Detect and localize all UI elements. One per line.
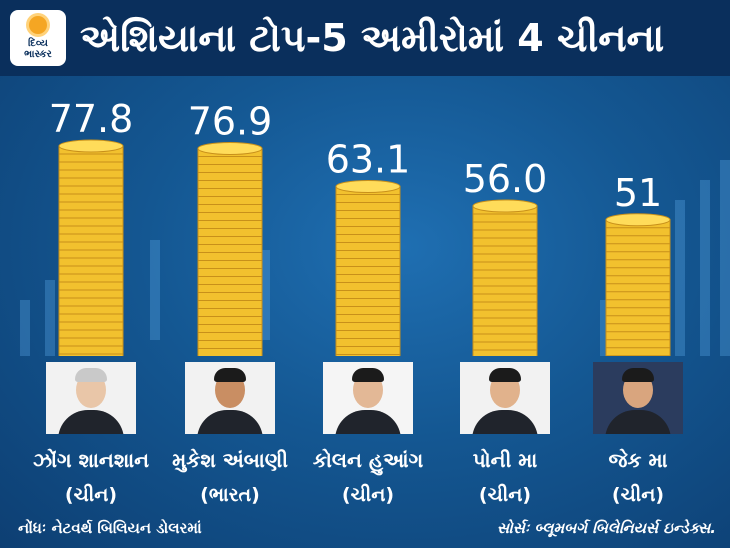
person-country: (ચીન): [341, 484, 395, 506]
background-candle: [720, 160, 730, 356]
coin-stack: [472, 205, 538, 356]
divya-bhaskar-logo: દિવ્ય ભાસ્કર: [10, 10, 66, 66]
person-country: (ચીન): [64, 484, 118, 506]
portrait-photo: [323, 362, 413, 434]
bar: 51: [605, 171, 671, 356]
background-candle: [260, 250, 270, 340]
chart-title: એશિયાના ટોપ-5 અમીરોમાં 4 ચીનના: [80, 16, 665, 60]
coin-stack: [335, 185, 401, 356]
person-name: પોની મા: [472, 448, 538, 472]
header-band: દિવ્ય ભાસ્કર એશિયાના ટોપ-5 અમીરોમાં 4 ચી…: [0, 0, 730, 76]
value-label: 51: [614, 171, 662, 215]
top-coin: [197, 142, 263, 156]
person-name: ઝોંગ શાનશાન: [32, 448, 150, 472]
value-label: 76.9: [188, 100, 273, 144]
background-candle: [150, 240, 160, 340]
coin-stack: [58, 145, 124, 356]
person-country: (ચીન): [478, 484, 532, 506]
top-coin: [335, 179, 401, 193]
background-candle: [600, 300, 610, 356]
coin-bar-chart: 77.8 76.9 63.1 56.0 51: [20, 97, 730, 356]
sun-icon: [29, 16, 47, 34]
coin-stacks: 77.8 76.9 63.1 56.0 51: [49, 97, 671, 356]
portrait-photo: [185, 362, 275, 434]
coin-stack: [605, 219, 671, 356]
background-candle: [20, 300, 30, 356]
top-coin: [472, 199, 538, 213]
top-coin: [58, 139, 124, 153]
value-label: 77.8: [49, 97, 134, 141]
bar: 63.1: [326, 137, 411, 356]
portrait-photo: [460, 362, 550, 434]
value-label: 56.0: [463, 157, 548, 201]
person-country: (ભારત): [200, 484, 260, 506]
portrait-photo: [46, 362, 136, 434]
background-candle: [45, 280, 55, 356]
background-candle: [675, 200, 685, 356]
portrait-photo: [593, 362, 683, 434]
person-country: (ચીન): [611, 484, 665, 506]
person-name: કોલન હુઆંગ: [312, 448, 424, 472]
bar: 56.0: [463, 157, 548, 356]
value-label: 63.1: [326, 137, 411, 181]
unit-note: નોંધઃ નેટવર્થ બિલિયન ડોલરમાં: [18, 519, 202, 537]
logo-text: દિવ્ય ભાસ્કર: [24, 38, 52, 60]
person-name: મુકેશ અંબાણી: [172, 448, 288, 472]
bar: 77.8: [49, 97, 134, 356]
person-name: જેક મા: [608, 448, 668, 472]
source-note: સોર્સઃ બ્લૂમબર્ગ બિલેનિયર્સ ઇન્ડેક્સ.: [496, 519, 716, 537]
bar: 76.9: [188, 100, 273, 356]
top-coin: [605, 213, 671, 227]
background-candle: [700, 180, 710, 356]
